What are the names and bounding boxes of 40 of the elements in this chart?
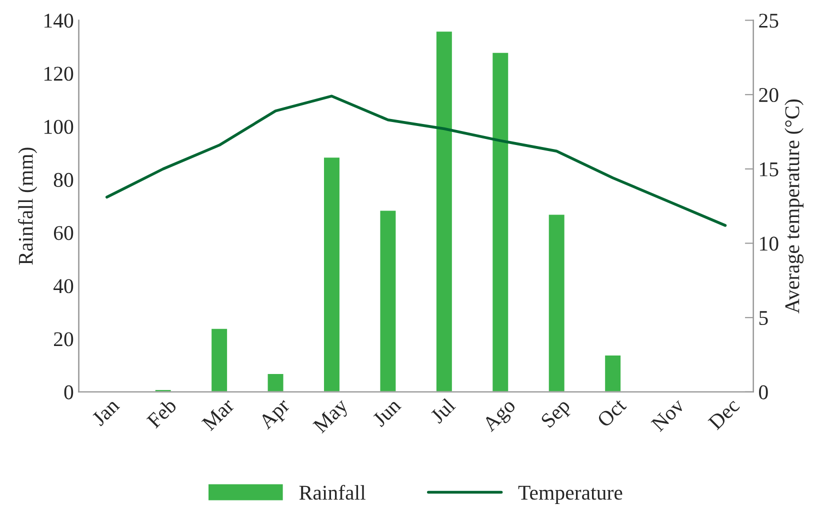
bar <box>154 388 172 392</box>
y-axis-title: Rainfall (mm) <box>18 148 38 265</box>
x-tick-label: Jan <box>91 398 120 426</box>
y2-tick-label: 25 <box>759 14 778 28</box>
x-tick-label: Nov <box>650 397 686 432</box>
y-tick-label: 120 <box>44 66 74 81</box>
x-tick-label: Jul <box>429 397 456 424</box>
bar <box>210 328 228 392</box>
x-tick-label: Sep <box>540 398 574 432</box>
bar <box>378 209 398 392</box>
bar <box>435 30 454 392</box>
bar <box>491 51 510 392</box>
legend-label: Temperature <box>518 486 622 504</box>
y2-tick-label: 10 <box>760 236 778 251</box>
y-tick-label: 40 <box>53 279 74 294</box>
legend-label: Rainfall <box>299 484 366 500</box>
bar <box>266 372 285 392</box>
y-tick-label: 60 <box>54 226 74 240</box>
x-tick-label: Oct <box>596 397 628 428</box>
x-tick-label: Apr <box>258 397 294 433</box>
x-tick-label: Dec <box>708 398 740 430</box>
bar <box>547 213 566 392</box>
y-tick-label: 0 <box>64 385 74 400</box>
y2-tick-label: 20 <box>759 88 778 102</box>
line-series <box>105 94 727 227</box>
y2-tick-label: 0 <box>759 385 768 400</box>
y2-tick-label: 5 <box>759 311 768 326</box>
y-tick-label: 100 <box>44 120 74 134</box>
x-tick-label: Jun <box>372 398 402 428</box>
bar <box>322 156 341 392</box>
y-tick-label: 80 <box>54 172 74 187</box>
x-tick-label: Ago <box>482 398 520 436</box>
y2-axis-title: Average temperature (°C) <box>784 100 804 314</box>
y2-tick-label: 15 <box>760 162 778 176</box>
x-tick-label: Feb <box>146 397 178 429</box>
x-tick-label: Mar <box>201 397 236 432</box>
y-tick-label: 20 <box>54 332 74 346</box>
y-tick-label: 140 <box>44 14 74 28</box>
bar <box>604 354 622 392</box>
x-tick-label: May <box>312 397 352 437</box>
